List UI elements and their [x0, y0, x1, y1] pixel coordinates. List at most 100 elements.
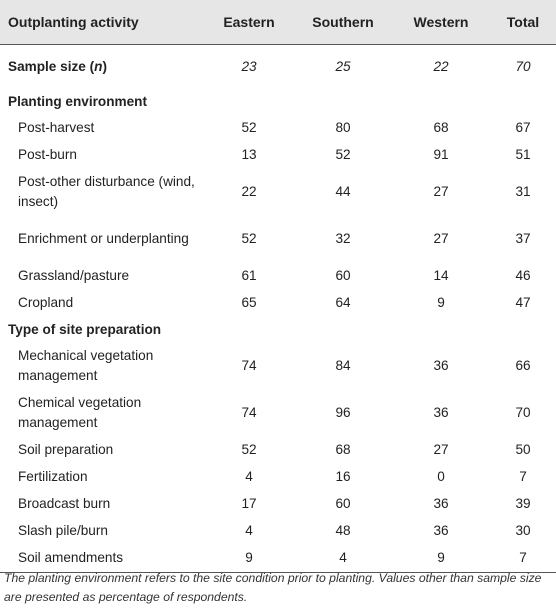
cell-western: 36: [433, 358, 449, 373]
header-total: Total: [490, 0, 556, 45]
cell-southern: 60: [335, 496, 351, 511]
section-title-planting-environment: Planting environment: [8, 93, 147, 109]
cell-western: 36: [433, 523, 449, 538]
table-row: Broadcast burn 17 60 36 39: [0, 491, 556, 518]
row-label: Chemical vegetation management: [18, 395, 142, 430]
table-row: Post-harvest 52 80 68 67: [0, 115, 556, 142]
cell-western: 91: [433, 147, 449, 162]
table-row: Enrichment or underplanting 52 32 27 37: [0, 216, 556, 263]
cell-eastern: 52: [241, 231, 257, 246]
table-row: Fertilization 4 16 0 7: [0, 464, 556, 491]
row-label: Mechanical vegetation management: [18, 348, 154, 383]
table-row: Post-other disturbance (wind, insect) 22…: [0, 169, 556, 216]
cell-southern: 68: [335, 442, 351, 457]
cell-total: 50: [515, 442, 531, 457]
cell-total: 39: [515, 496, 531, 511]
cell-eastern: 74: [241, 358, 257, 373]
sample-size-total: 70: [515, 58, 531, 74]
table-row: Slash pile/burn 4 48 36 30: [0, 518, 556, 545]
sample-size-western: 22: [433, 58, 449, 74]
cell-southern: 52: [335, 147, 351, 162]
cell-western: 9: [392, 544, 490, 573]
section-type-of-site-preparation: Type of site preparation: [0, 317, 556, 343]
cell-western: 0: [437, 469, 445, 484]
cell-western: 27: [433, 231, 449, 246]
sample-size-label-text: Sample size (: [8, 58, 95, 74]
cell-western: 68: [433, 120, 449, 135]
cell-total: 30: [515, 523, 531, 538]
cell-western: 27: [433, 442, 449, 457]
cell-southern: 84: [335, 358, 351, 373]
table-row: Soil amendments 9 4 9 7: [0, 544, 556, 573]
cell-southern: 48: [335, 523, 351, 538]
table-row: Chemical vegetation management 74 96 36 …: [0, 390, 556, 437]
row-label: Post-harvest: [18, 120, 95, 135]
cell-southern: 32: [335, 231, 351, 246]
sample-size-southern: 25: [335, 58, 351, 74]
cell-western: 9: [437, 295, 445, 310]
cell-eastern: 52: [241, 442, 257, 457]
row-label: Slash pile/burn: [18, 523, 108, 538]
table-row: Grassland/pasture 61 60 14 46: [0, 263, 556, 290]
sample-size-eastern: 23: [241, 58, 257, 74]
row-label: Fertilization: [18, 469, 88, 484]
table-row: Mechanical vegetation management 74 84 3…: [0, 343, 556, 390]
cell-eastern: 17: [241, 496, 257, 511]
cell-eastern: 13: [241, 147, 257, 162]
row-label: Soil amendments: [0, 544, 204, 573]
cell-southern: 64: [335, 295, 351, 310]
cell-eastern: 22: [241, 184, 257, 199]
table-row: Soil preparation 52 68 27 50: [0, 437, 556, 464]
section-planting-environment: Planting environment: [0, 89, 556, 115]
table-row: Cropland 65 64 9 47: [0, 290, 556, 317]
sample-size-label-close: ): [102, 58, 107, 74]
cell-total: 51: [515, 147, 531, 162]
table-footnote: The planting environment refers to the s…: [4, 571, 542, 604]
cell-total: 47: [515, 295, 531, 310]
cell-total: 66: [515, 358, 531, 373]
cell-total: 70: [515, 405, 531, 420]
cell-southern: 16: [335, 469, 351, 484]
cell-southern: 60: [335, 268, 351, 283]
cell-total: 7: [490, 544, 556, 573]
cell-eastern: 65: [241, 295, 257, 310]
sample-size-n: n: [94, 58, 103, 74]
cell-eastern: 61: [241, 268, 257, 283]
cell-total: 37: [515, 231, 531, 246]
row-label: Grassland/pasture: [18, 268, 130, 283]
row-label: Soil preparation: [18, 442, 114, 457]
cell-total: 46: [515, 268, 531, 283]
row-label: Post-other disturbance (wind, insect): [18, 174, 195, 209]
row-label: Broadcast burn: [18, 496, 111, 511]
cell-western: 36: [433, 405, 449, 420]
cell-southern: 44: [335, 184, 351, 199]
cell-western: 36: [433, 496, 449, 511]
cell-eastern: 4: [245, 469, 253, 484]
cell-total: 7: [519, 469, 527, 484]
cell-eastern: 74: [241, 405, 257, 420]
cell-eastern: 9: [204, 544, 294, 573]
table-header-row: Outplanting activity Eastern Southern We…: [0, 0, 556, 45]
sample-size-label: Sample size (n): [0, 44, 204, 89]
cell-southern: 80: [335, 120, 351, 135]
header-eastern: Eastern: [204, 0, 294, 45]
row-label: Cropland: [18, 295, 74, 310]
row-label: Post-burn: [18, 147, 77, 162]
section-title-site-preparation: Type of site preparation: [8, 321, 162, 337]
cell-southern: 4: [294, 544, 392, 573]
cell-western: 27: [433, 184, 449, 199]
sample-size-row: Sample size (n) 23 25 22 70: [0, 44, 556, 89]
cell-total: 31: [515, 184, 531, 199]
header-southern: Southern: [294, 0, 392, 45]
table-row: Post-burn 13 52 91 51: [0, 142, 556, 169]
cell-southern: 96: [335, 405, 351, 420]
header-outplanting-activity: Outplanting activity: [0, 0, 204, 45]
row-label: Enrichment or underplanting: [18, 231, 189, 246]
cell-western: 14: [433, 268, 449, 283]
cell-eastern: 52: [241, 120, 257, 135]
cell-eastern: 4: [245, 523, 253, 538]
cell-total: 67: [515, 120, 531, 135]
header-western: Western: [392, 0, 490, 45]
outplanting-table: Outplanting activity Eastern Southern We…: [0, 0, 556, 573]
